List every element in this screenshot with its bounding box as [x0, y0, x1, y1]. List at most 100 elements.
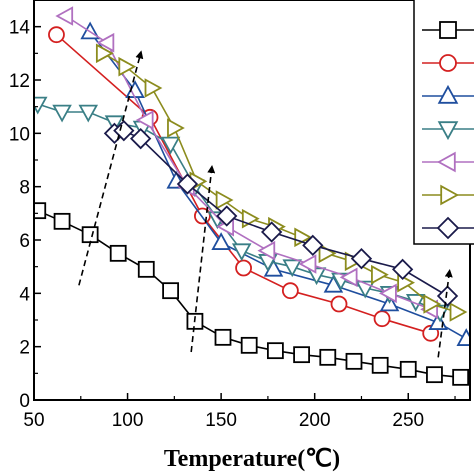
- y-tick-label: 0: [19, 391, 30, 412]
- legend-marker-square: [439, 21, 457, 39]
- y-tick-label: 12: [9, 71, 30, 92]
- data-point-diamond: [176, 173, 199, 195]
- data-point-triangle-down: [160, 136, 181, 155]
- series-diamond: [103, 120, 459, 307]
- y-tick-label: 2: [19, 338, 30, 359]
- y-ticks: 0 2 4 6 8 10 12 14: [9, 18, 41, 412]
- data-point-triangle-left: [257, 240, 276, 261]
- legend-entry-triangle-left: [422, 151, 474, 173]
- data-point-diamond: [391, 258, 414, 280]
- data-point-triangle-left: [96, 32, 115, 53]
- legend: [413, 0, 474, 245]
- data-point-triangle-right: [95, 43, 114, 64]
- data-point-triangle-left: [55, 6, 74, 26]
- y-tick-label: 4: [19, 284, 30, 305]
- data-point-diamond: [261, 221, 283, 243]
- data-point-square: [399, 360, 417, 378]
- y-tick-label: 8: [19, 178, 30, 199]
- data-point-square: [214, 328, 232, 346]
- data-point-square: [109, 244, 127, 262]
- x-tick-label: 100: [112, 410, 144, 431]
- axes: 50 100 150 200 250 0 2 4 6 8 10 12 14: [9, 0, 471, 431]
- data-point-square: [452, 368, 470, 386]
- data-point-triangle-down: [306, 267, 327, 286]
- data-point-diamond: [130, 128, 152, 150]
- legend-marker-diamond: [436, 216, 460, 240]
- dashed-arrow-annotation: [437, 269, 453, 358]
- data-point-triangle-left: [298, 254, 317, 274]
- data-point-triangle-down: [52, 104, 72, 123]
- legend-marker-triangle-right: [440, 184, 460, 206]
- data-point-square: [319, 348, 337, 366]
- data-point-triangle-down: [231, 243, 252, 262]
- data-point-circle: [48, 26, 65, 44]
- x-ticks: 50 100 150 200 250: [23, 393, 456, 431]
- legend-entry-triangle-up: [422, 84, 474, 104]
- legend-entry-circle: [422, 54, 474, 72]
- data-point-diamond: [436, 285, 459, 307]
- data-point-diamond: [216, 205, 238, 227]
- legend-entry-triangle-right: [422, 184, 474, 206]
- x-tick-label: 150: [205, 410, 237, 431]
- legend-marker-triangle-left: [436, 151, 456, 173]
- data-point-triangle-right: [167, 118, 185, 138]
- annotation-layer: [78, 50, 453, 358]
- data-point-square: [426, 366, 443, 384]
- data-point-square: [345, 352, 363, 370]
- series-line-triangle-down: [37, 103, 441, 313]
- data-point-square: [137, 260, 155, 278]
- data-point-square: [81, 226, 99, 244]
- series-line-diamond: [114, 129, 448, 297]
- dashed-arrow-annotation: [78, 50, 144, 286]
- series-line-circle: [55, 34, 431, 335]
- series-line-triangle-up: [89, 31, 467, 340]
- data-point-triangle-down: [282, 259, 303, 278]
- x-tick-label: 250: [392, 410, 424, 431]
- data-point-square: [293, 346, 310, 364]
- data-point-triangle-right: [449, 302, 468, 322]
- data-point-square: [162, 282, 180, 300]
- data-point-triangle-right: [423, 294, 442, 314]
- legend-entry-diamond: [422, 216, 474, 240]
- data-point-triangle-right: [215, 190, 234, 210]
- data-point-square: [34, 202, 47, 220]
- legend-marker-triangle-up: [437, 84, 459, 104]
- data-point-triangle-right: [118, 56, 137, 77]
- data-point-triangle-left: [135, 110, 154, 130]
- y-tick-label: 10: [9, 124, 30, 145]
- data-point-circle: [330, 295, 348, 313]
- legend-entry-triangle-down: [422, 121, 474, 141]
- x-tick-label: 50: [23, 410, 44, 431]
- series-circle: [48, 26, 440, 342]
- data-point-diamond: [350, 248, 373, 270]
- series-square: [34, 202, 470, 386]
- series-triangle-down: [34, 96, 450, 323]
- data-point-triangle-up: [211, 232, 231, 250]
- data-point-triangle-down: [78, 104, 99, 123]
- data-point-square: [53, 212, 71, 230]
- legend-marker-circle: [439, 54, 457, 72]
- data-point-square: [240, 336, 258, 354]
- legend-marker-triangle-down: [437, 121, 459, 141]
- series-line-triangle-left: [65, 15, 431, 311]
- data-point-circle: [235, 259, 252, 277]
- series-triangle-right: [95, 43, 468, 322]
- data-point-triangle-up: [456, 328, 470, 346]
- legend-entry-square: [422, 21, 474, 39]
- dashed-arrow-annotation: [190, 165, 216, 353]
- data-point-triangle-left: [339, 267, 358, 288]
- y-tick-label: 14: [9, 18, 31, 39]
- data-point-triangle-left: [379, 283, 397, 304]
- data-point-triangle-down: [34, 96, 48, 115]
- data-point-triangle-right: [144, 78, 163, 98]
- x-tick-label: 200: [299, 410, 331, 431]
- series-layer: [34, 6, 470, 386]
- data-point-square: [371, 356, 389, 374]
- data-point-triangle-right: [371, 264, 389, 285]
- x-axis-title: Temperature(℃): [164, 446, 340, 472]
- data-point-square: [266, 342, 284, 360]
- legend-entries: [422, 21, 474, 240]
- data-point-diamond: [302, 234, 324, 256]
- data-point-circle: [281, 282, 299, 300]
